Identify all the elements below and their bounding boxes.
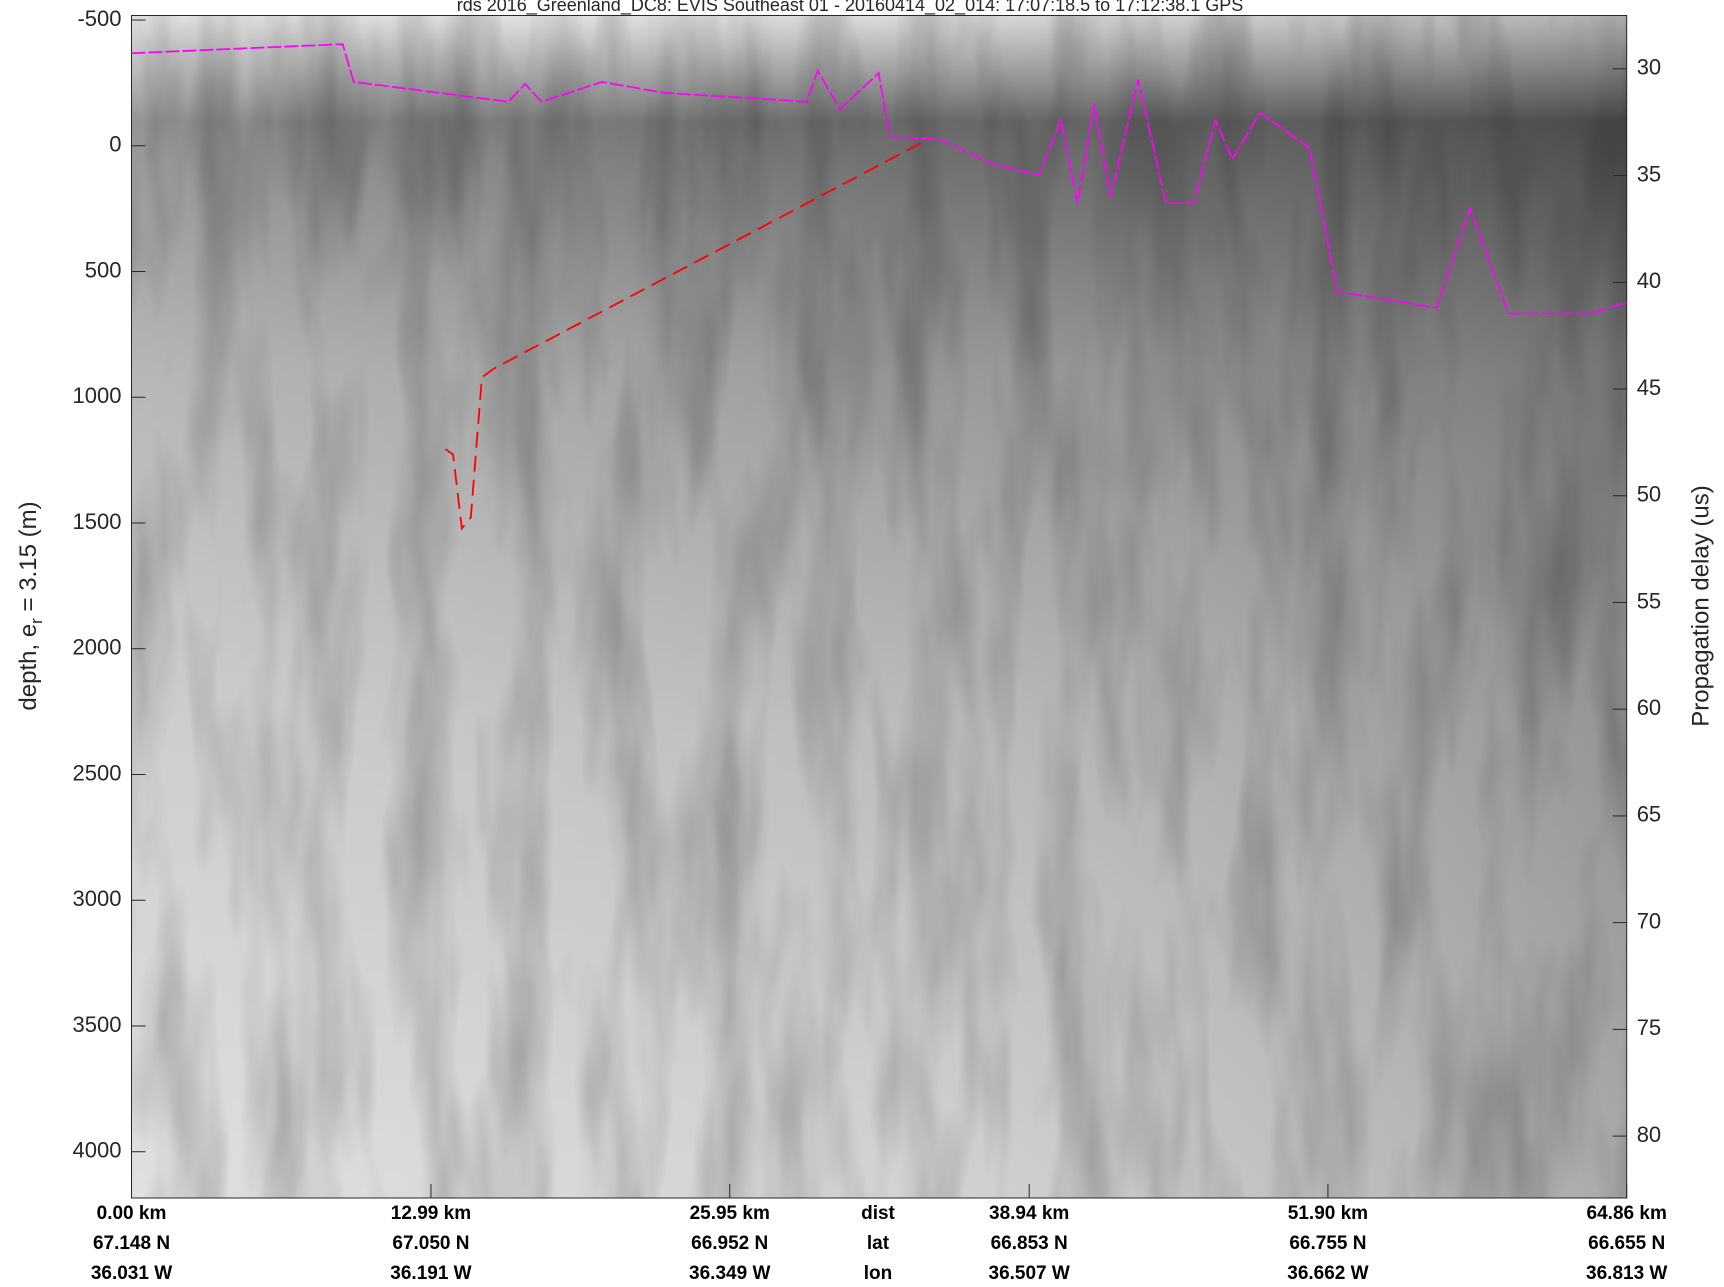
y2-tick-label: 75: [1637, 1015, 1661, 1040]
lon-label: 36.507 W: [989, 1263, 1070, 1282]
y-tick-label: 3500: [73, 1012, 122, 1037]
series-line: [131, 43, 1627, 315]
y2-tick-label: 45: [1637, 375, 1661, 400]
x-tick-label: 38.94 km: [989, 1203, 1069, 1224]
y2-tick-label: 50: [1637, 482, 1661, 507]
y2-tick-label: 80: [1637, 1122, 1661, 1147]
row-title: lon: [864, 1263, 893, 1282]
x-tick-label: 12.99 km: [391, 1203, 471, 1224]
chart-title: rds 2016_Greenland_DC8: EVIS Southeast 0…: [457, 0, 1244, 16]
y2-tick-label: 40: [1637, 268, 1661, 293]
lat-label: 67.050 N: [392, 1233, 469, 1254]
y-tick-label: 4000: [73, 1138, 122, 1163]
lon-label: 36.813 W: [1586, 1263, 1667, 1282]
y-label-part: depth, e: [15, 624, 42, 711]
x-tick-label: 0.00 km: [97, 1203, 167, 1224]
y-tick-label: 3000: [73, 886, 122, 911]
lon-label: 36.031 W: [91, 1263, 172, 1282]
plot-frame: [131, 15, 1628, 1199]
y-tick-label: 500: [85, 257, 122, 282]
y2-axis-label: Propagation delay (us): [1687, 485, 1714, 726]
x-tick-label: 51.90 km: [1288, 1203, 1368, 1224]
lat-label: 66.853 N: [991, 1233, 1068, 1254]
lon-label: 36.349 W: [689, 1263, 770, 1282]
series-line: [444, 138, 929, 531]
lat-label: 66.755 N: [1289, 1233, 1366, 1254]
y-tick-label: -500: [77, 6, 121, 31]
y2-tick-label: 30: [1637, 55, 1661, 80]
y-tick-label: 2000: [73, 635, 122, 660]
lon-label: 36.191 W: [390, 1263, 471, 1282]
lat-label: 66.952 N: [691, 1233, 768, 1254]
lat-label: 66.655 N: [1588, 1233, 1665, 1254]
x-tick-label: 64.86 km: [1587, 1203, 1667, 1224]
y-tick-label: 0: [109, 132, 121, 157]
y-tick-label: 2500: [73, 760, 122, 785]
y-label-part: = 3.15 (m): [15, 501, 42, 618]
y-tick-label: 1000: [73, 383, 122, 408]
y2-tick-label: 60: [1637, 695, 1661, 720]
echogram: [131, 15, 1627, 1198]
y2-tick-label: 70: [1637, 908, 1661, 933]
echogram-texture: [131, 15, 1627, 1198]
row-title: lat: [867, 1233, 890, 1254]
y-axis-label: depth, er = 3.15 (m): [15, 501, 46, 710]
lat-label: 67.148 N: [93, 1233, 170, 1254]
y2-tick-label: 55: [1637, 588, 1661, 613]
y-tick-label: 1500: [73, 509, 122, 534]
lon-label: 36.662 W: [1287, 1263, 1368, 1282]
row-title: dist: [861, 1203, 895, 1224]
y2-tick-label: 35: [1637, 161, 1661, 186]
y-label-subscript: r: [27, 618, 46, 624]
x-tick-label: 25.95 km: [690, 1203, 770, 1224]
y2-tick-label: 65: [1637, 802, 1661, 827]
